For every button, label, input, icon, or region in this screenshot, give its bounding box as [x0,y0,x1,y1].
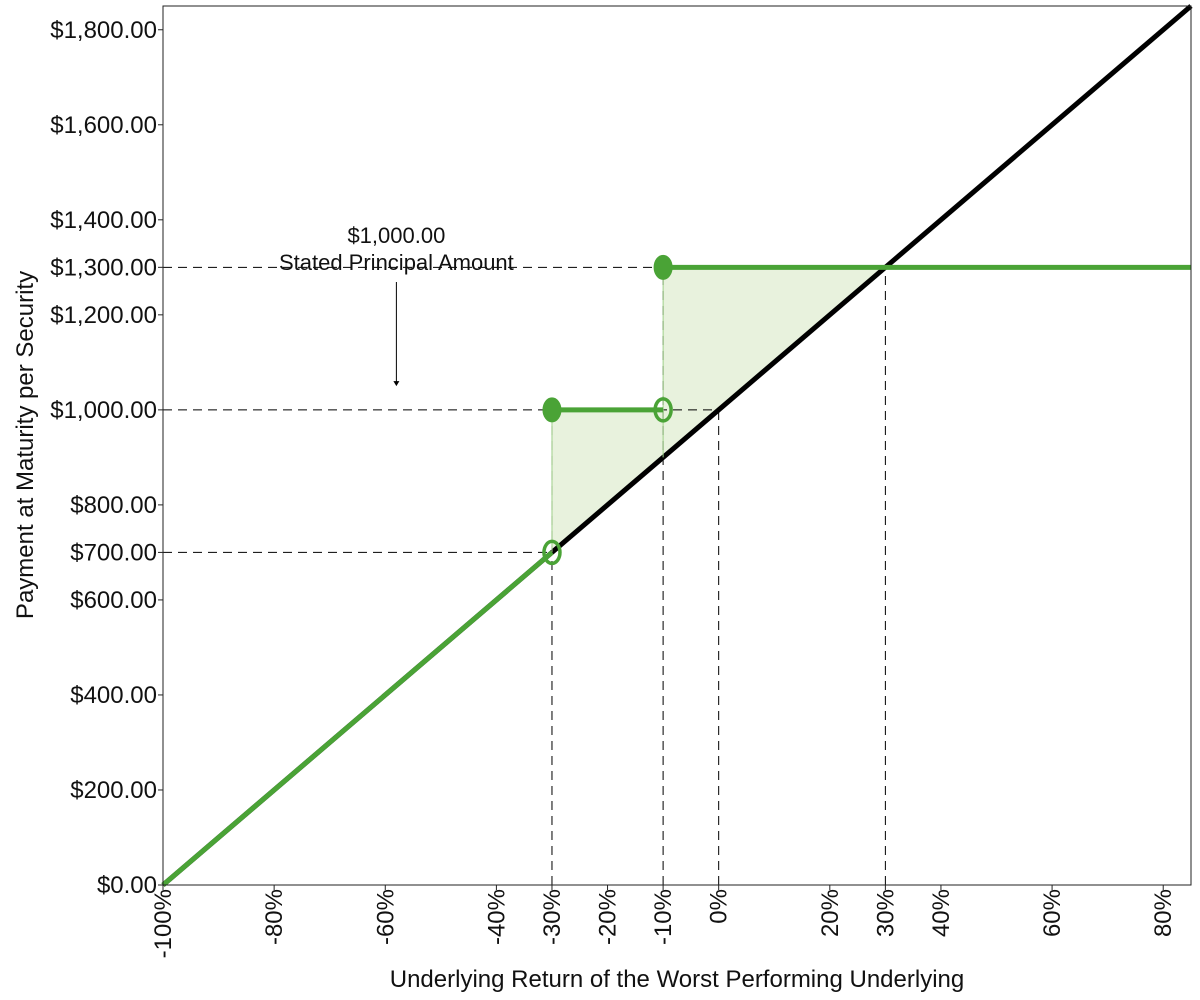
shaded-region [551,409,664,553]
y-tick-label: $700.00 [70,539,157,566]
filled-marker [653,254,673,280]
y-tick-label: $1,800.00 [50,17,157,44]
y-axis-ticks: $0.00 $200.00 $400.00 $600.00 $700.00 $800.00… [50,17,163,899]
annotation-amount: $1,000.00 [347,223,445,248]
x-tick-label: 20% [817,889,844,937]
markers [542,254,673,566]
x-tick-label: 40% [928,889,955,937]
principal-annotation: $1,000.00 Stated Principal Amount [279,223,514,387]
y-tick-label: $800.00 [70,492,157,519]
y-tick-label: $1,000.00 [50,397,157,424]
open-marker [653,397,673,423]
payment-at-maturity-segment [161,550,554,887]
y-tick-label: $600.00 [70,587,157,614]
y-tick-label: $0.00 [97,872,157,899]
y-tick-label: $1,200.00 [50,302,157,329]
x-axis-label: Underlying Return of the Worst Performin… [390,966,964,993]
x-tick-label: 0% [706,889,733,924]
x-tick-label: -30% [539,889,566,945]
x-tick-label: 30% [872,889,899,937]
annotation-arrowhead [393,381,400,387]
annotation-label: Stated Principal Amount [279,250,514,275]
y-tick-label: $200.00 [70,777,157,804]
plot-frame [162,5,1192,886]
x-tick-label: -100% [150,889,177,958]
y-tick-label: $1,300.00 [50,254,157,281]
y-tick-label: $400.00 [70,682,157,709]
y-axis-label: Payment at Maturity per Security [12,271,39,619]
x-tick-label: -40% [483,889,510,945]
open-marker [542,539,562,566]
x-tick-label: -10% [650,889,677,945]
x-axis-ticks: -100% -80% -60% -40% -30% -20% -10% 0% 20% 30% 40%… [150,885,1177,958]
y-tick-label: $1,600.00 [50,112,157,139]
x-tick-label: -60% [372,889,399,945]
y-tick-label: $1,400.00 [50,207,157,234]
series-layer [161,4,1193,887]
x-tick-label: 60% [1039,889,1066,937]
x-tick-label: -20% [595,889,622,945]
filled-marker [542,397,562,423]
x-tick-label: -80% [261,889,288,945]
x-tick-label: 80% [1150,889,1177,937]
